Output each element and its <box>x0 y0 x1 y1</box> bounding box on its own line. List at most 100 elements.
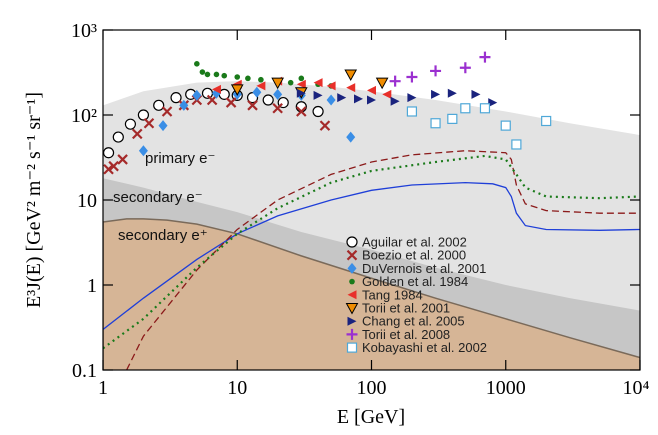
data-point <box>262 94 274 106</box>
data-point <box>192 89 202 101</box>
model-curve <box>126 150 640 370</box>
data-point <box>319 120 331 131</box>
data-point <box>204 71 211 78</box>
legend-item: DuVernois et al. 2001 <box>347 261 486 276</box>
x-tick-label: 100 <box>357 377 387 399</box>
data-point <box>447 88 457 98</box>
data-point <box>211 84 221 94</box>
data-point <box>138 145 148 157</box>
x-tick-label: 10⁴ <box>623 377 650 399</box>
data-point <box>287 79 294 86</box>
band-area <box>103 218 640 370</box>
data-point <box>346 249 358 261</box>
y-tick-label: 10³ <box>71 20 97 42</box>
data-point <box>479 103 491 114</box>
data-point <box>199 69 206 75</box>
legend-item: Golden et al. 1984 <box>349 274 468 289</box>
data-point <box>296 106 307 117</box>
data-point <box>230 84 244 96</box>
data-point <box>367 85 376 95</box>
legend-label: Chang et al. 2005 <box>362 314 465 329</box>
data-point <box>346 83 356 93</box>
model-curve <box>103 181 640 330</box>
model-curve <box>103 154 640 350</box>
data-point <box>247 100 258 111</box>
y-tick-label: 0.1 <box>72 360 97 382</box>
y-tick-label: 10² <box>71 105 97 127</box>
data-point <box>271 77 285 90</box>
data-point <box>349 278 355 285</box>
data-point <box>326 81 336 91</box>
data-point <box>296 88 306 98</box>
data-point <box>153 99 165 111</box>
data-point <box>353 94 363 104</box>
data-point <box>234 74 241 80</box>
legend-item: Chang et al. 2005 <box>347 314 465 329</box>
data-point <box>430 118 441 129</box>
data-point <box>389 75 401 87</box>
legend-item: Kobayashi et al. 2002 <box>346 340 487 355</box>
data-point <box>430 65 442 77</box>
data-point <box>103 163 114 175</box>
data-point <box>143 117 155 129</box>
data-point <box>108 160 119 172</box>
data-point <box>345 303 359 315</box>
legend-item: Boezio et al. 2000 <box>346 248 466 263</box>
data-point <box>117 154 128 165</box>
data-point <box>256 81 266 91</box>
data-point <box>460 103 471 114</box>
data-point <box>431 89 441 99</box>
data-point <box>471 89 481 99</box>
data-point <box>313 78 323 88</box>
data-point <box>272 102 283 114</box>
data-point <box>137 109 150 121</box>
legend-label: Tang 1984 <box>362 287 423 302</box>
x-tick-label: 1000 <box>486 377 526 399</box>
data-point <box>170 92 182 104</box>
y-tick-label: 1 <box>87 275 97 297</box>
data-point <box>541 115 552 127</box>
data-point <box>103 147 115 159</box>
data-point <box>375 77 389 90</box>
data-point <box>347 262 357 274</box>
data-point <box>346 342 358 353</box>
data-point <box>296 79 306 89</box>
band-label: secondary e⁺ <box>118 227 208 244</box>
data-point <box>337 93 347 103</box>
data-point <box>346 236 358 248</box>
data-point <box>221 72 228 79</box>
x-tick-label: 1 <box>98 377 108 399</box>
y-axis-label: E³J(E) [GeV² m⁻² s⁻¹ sr⁻¹] <box>23 92 45 308</box>
data-point <box>225 97 237 108</box>
data-point <box>346 131 356 143</box>
data-point <box>313 90 323 100</box>
data-point <box>312 105 324 118</box>
data-point <box>112 131 124 143</box>
legend-label: Kobayashi et al. 2002 <box>362 340 487 355</box>
data-point <box>346 328 358 340</box>
data-point <box>511 139 522 150</box>
legend-label: Golden et al. 1984 <box>362 274 468 289</box>
legend-item: Torii et al. 2001 <box>345 301 450 316</box>
data-point <box>406 106 418 117</box>
data-point <box>479 51 491 63</box>
data-point <box>273 88 283 100</box>
x-axis-label: E [GeV] <box>337 406 405 428</box>
data-point <box>326 94 336 106</box>
plot-area <box>103 51 640 370</box>
data-point <box>258 76 264 83</box>
legend-label: Boezio et al. 2000 <box>362 248 466 263</box>
data-point <box>344 69 358 81</box>
data-point <box>382 89 392 99</box>
data-point <box>124 118 137 130</box>
data-point <box>179 99 189 111</box>
legend-label: Aguilar et al. 2002 <box>362 235 467 250</box>
band-label: primary e⁻ <box>145 150 215 167</box>
legend-label: Torii et al. 2001 <box>362 301 450 316</box>
legend-label: Torii et al. 2008 <box>362 327 450 342</box>
data-point <box>390 96 400 106</box>
data-point <box>245 75 251 82</box>
data-point <box>131 128 143 140</box>
